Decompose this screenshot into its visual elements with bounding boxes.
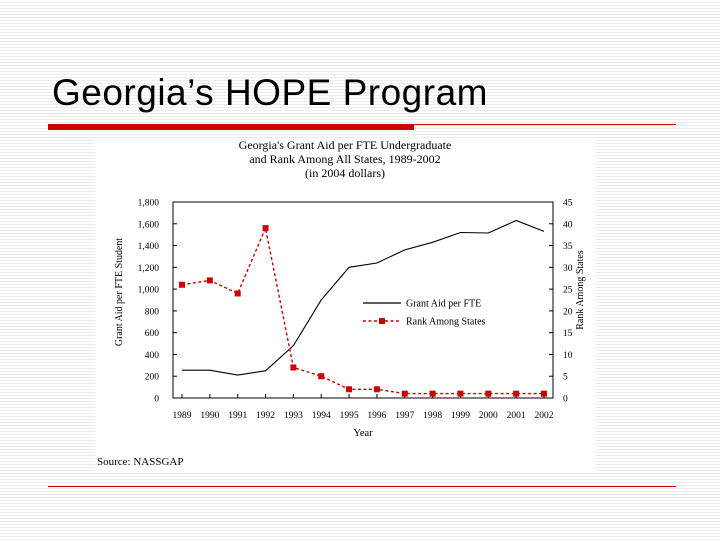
slide-title: Georgia’s HOPE Program — [52, 72, 488, 113]
chart-figure: Georgia's Grant Aid per FTE Undergraduat… — [95, 138, 595, 472]
data-point-rank — [429, 390, 436, 397]
y-tick-label: 800 — [145, 307, 160, 317]
chart-title: Georgia's Grant Aid per FTE Undergraduat… — [95, 138, 595, 180]
data-point-rank — [457, 390, 464, 397]
x-tick-label: 2001 — [507, 411, 526, 421]
y2-tick-label: 25 — [563, 286, 573, 296]
data-point-rank — [179, 281, 185, 288]
y2-tick-label: 10 — [563, 351, 573, 361]
x-tick-label: 1993 — [284, 411, 303, 421]
y-tick-label: 1,800 — [138, 199, 160, 209]
y2-tick-label: 35 — [563, 242, 573, 252]
data-point-rank — [513, 390, 520, 397]
x-tick-label: 1996 — [367, 411, 386, 421]
series-line-grant-aid — [182, 219, 545, 376]
data-point-rank — [206, 277, 213, 284]
y-tick-label: 1,400 — [138, 242, 160, 252]
x-tick-label: 2000 — [479, 411, 498, 421]
y-tick-label: 1,600 — [138, 220, 160, 230]
x-tick-label: 1994 — [312, 411, 331, 421]
y-tick-label: 400 — [145, 351, 160, 361]
y2-tick-label: 15 — [563, 329, 573, 339]
x-tick-label: 1998 — [423, 411, 442, 421]
y-tick-label: 1,200 — [138, 264, 160, 274]
x-tick-label: 1999 — [451, 411, 470, 421]
data-point-rank — [262, 225, 269, 232]
data-point-rank — [318, 373, 325, 380]
legend-label-rank: Rank Among States — [406, 317, 486, 328]
data-point-rank — [290, 364, 297, 371]
title-accent-bar — [48, 124, 414, 130]
y2-tick-label: 5 — [563, 373, 568, 383]
source-note: Source: NASSGAP — [97, 456, 184, 468]
y2-tick-label: 0 — [563, 395, 568, 405]
y-tick-label: 200 — [145, 373, 160, 383]
y-tick-label: 1,000 — [138, 286, 160, 296]
series-line-rank — [181, 225, 544, 395]
chart-title-line-3: (in 2004 dollars) — [305, 166, 385, 180]
data-point-rank — [346, 386, 353, 393]
x-tick-label: 2002 — [535, 411, 554, 421]
legend-label-grant-aid: Grant Aid per FTE — [406, 299, 481, 310]
footer-divider-line — [48, 486, 676, 487]
chart-title-line-1: Georgia's Grant Aid per FTE Undergraduat… — [238, 138, 452, 152]
chart-title-line-2: and Rank Among All States, 1989-2002 — [249, 152, 441, 166]
x-axis-label: Year — [353, 428, 373, 439]
x-tick-label: 1995 — [340, 411, 359, 421]
y2-tick-label: 30 — [563, 264, 573, 274]
x-tick-label: 1991 — [228, 411, 247, 421]
x-tick-label: 1997 — [395, 411, 414, 421]
chart-plot: 0 200 400 600 800 1,000 1,200 1,400 1,600 1,800 0 5… — [114, 199, 586, 440]
x-tick-label: 1989 — [173, 411, 192, 421]
x-tick-label: 1990 — [200, 411, 219, 421]
y2-tick-label: 20 — [563, 307, 573, 317]
data-point-rank — [485, 390, 492, 397]
data-point-rank — [401, 390, 408, 397]
legend-marker-rank — [379, 318, 385, 324]
y-tick-label: 600 — [145, 329, 160, 339]
y2-tick-label: 45 — [563, 199, 573, 209]
y2-tick-label: 40 — [563, 220, 573, 230]
y-tick-label: 0 — [154, 395, 159, 405]
data-point-rank — [373, 386, 380, 393]
plot-frame — [172, 201, 554, 399]
x-tick-label: 1992 — [256, 411, 275, 421]
data-point-rank — [541, 390, 547, 397]
y2-axis-label: Rank Among States — [575, 250, 586, 330]
data-point-rank — [234, 290, 241, 297]
y-axis-label: Grant Aid per FTE Student — [114, 238, 125, 347]
